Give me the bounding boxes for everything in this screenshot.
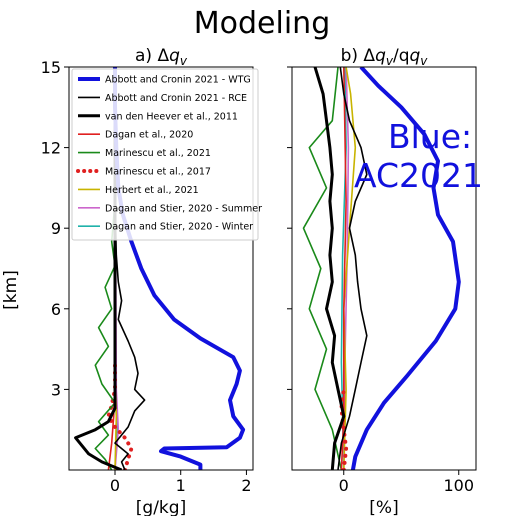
figure-title: Modeling xyxy=(194,6,330,41)
legend: Abbott and Cronin 2021 - WTG Abbott and C… xyxy=(71,68,262,241)
y-tick-label: 15 xyxy=(41,58,61,77)
series-line xyxy=(302,67,343,470)
legend-label: Dagan and Stier, 2020 - Summer xyxy=(105,203,262,214)
y-axis-label: [km] xyxy=(1,270,21,310)
series-line xyxy=(340,67,347,470)
legend-label: Abbott and Cronin 2021 - RCE xyxy=(105,93,247,104)
x-axis-label: [g/kg] xyxy=(136,498,186,516)
x-tick-label: 0 xyxy=(110,476,120,495)
legend-label: Dagan and Stier, 2020 - Winter xyxy=(105,222,253,233)
x-axis-label: [%] xyxy=(369,498,398,516)
plot-frame xyxy=(291,66,477,471)
panel-title: b) Δqv/qqv xyxy=(341,46,429,68)
panel-title: a) Δqv xyxy=(135,46,188,68)
legend-label: Marinescu et al., 2021 xyxy=(105,148,211,159)
x-tick-label: 0 xyxy=(339,476,349,495)
series-group xyxy=(302,67,461,470)
y-tick-label: 9 xyxy=(51,219,61,238)
panel-b: 0 100 [%] b) Δqv/qqv xyxy=(287,46,477,516)
legend-label: Abbott and Cronin 2021 - WTG xyxy=(105,75,251,86)
legend-label: Herbert et al., 2021 xyxy=(105,185,199,196)
annotation-line: Blue: xyxy=(388,117,472,156)
x-tick-label: 2 xyxy=(241,476,251,495)
legend-label: Marinescu et al., 2017 xyxy=(105,167,211,178)
series-line xyxy=(313,67,346,470)
series-line xyxy=(337,67,368,470)
legend-label: van den Heever et al., 2011 xyxy=(105,111,238,122)
series-line xyxy=(350,67,461,470)
blue-annotation: Blue:AC2021 xyxy=(354,117,483,195)
x-tick-label: 100 xyxy=(443,476,474,495)
series-line xyxy=(94,67,116,470)
plot-frame xyxy=(68,66,254,471)
x-tick-label: 1 xyxy=(176,476,186,495)
legend-label: Dagan et al., 2020 xyxy=(105,130,193,141)
series-line xyxy=(114,67,146,470)
series-line xyxy=(74,67,123,470)
annotation-line: AC2021 xyxy=(354,156,483,195)
y-tick-label: 12 xyxy=(41,139,61,158)
series-line xyxy=(339,387,349,470)
legend-box xyxy=(71,68,259,241)
y-tick-label: 6 xyxy=(51,300,61,319)
y-tick-label: 3 xyxy=(51,380,61,399)
